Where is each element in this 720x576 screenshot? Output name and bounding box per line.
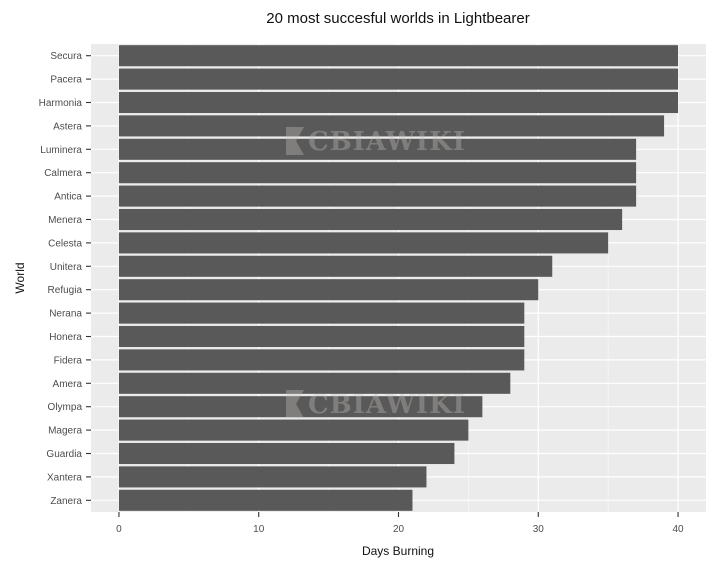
bar-nerana [118, 302, 525, 324]
y-tick-label: Menera [48, 215, 82, 226]
bar-unitera [118, 255, 553, 277]
bar-honera [118, 325, 525, 348]
y-tick-label: Amera [53, 379, 83, 390]
bar-guardia [118, 442, 455, 465]
x-tick-label: 10 [253, 524, 265, 535]
bar-zanera [118, 489, 413, 511]
bars [118, 45, 679, 511]
x-axis-title: Days Burning [361, 544, 435, 558]
y-tick-label: Guardia [46, 449, 82, 460]
y-tick-label: Unitera [50, 262, 83, 273]
y-tick-label: Olympa [48, 402, 83, 413]
bar-pacera [118, 68, 679, 90]
bar-menera [118, 208, 623, 231]
y-tick-label: Harmonia [39, 98, 83, 109]
y-tick-label: Calmera [44, 168, 82, 179]
bar-amera [118, 372, 511, 394]
y-tick-label: Zanera [50, 496, 82, 507]
y-tick-label: Astera [53, 121, 82, 132]
watermark-shield-icon [286, 127, 304, 155]
y-tick-label: Pacera [50, 75, 82, 86]
y-tick-label: Antica [54, 192, 82, 203]
bar-xantera [118, 466, 427, 488]
y-tick-label: Fidera [54, 355, 83, 366]
y-tick-label: Secura [50, 51, 82, 62]
bar-fidera [118, 349, 525, 371]
watermark-shield-icon [286, 390, 304, 418]
watermark-logo: CBIAWIKI [286, 127, 466, 157]
watermark: CBIAWIKI CBIAWIKI [286, 127, 466, 420]
bar-secura [118, 45, 679, 67]
axes: Secura Pacera Harmonia Astera Luminera Calmer… [39, 51, 684, 535]
y-tick-label: Luminera [40, 145, 82, 156]
y-tick-label: Xantera [47, 472, 82, 483]
bar-celesta [118, 232, 609, 254]
watermark-text: CBIAWIKI [308, 390, 466, 420]
bar-luminera [118, 138, 637, 160]
bar-magera [118, 419, 469, 441]
bar-harmonia [118, 91, 679, 114]
y-tick-label: Nerana [49, 309, 82, 320]
watermark-text: CBIAWIKI [308, 127, 466, 157]
x-tick-label: 0 [116, 524, 122, 535]
bar-antica [118, 185, 637, 207]
x-tick-label: 20 [393, 524, 405, 535]
watermark-logo: CBIAWIKI [286, 390, 466, 420]
x-tick-label: 30 [533, 524, 545, 535]
bar-olympa [118, 396, 483, 418]
bar-calmera [118, 162, 637, 184]
bar-astera [118, 115, 665, 137]
y-tick-label: Magera [48, 426, 82, 437]
y-tick-label: Refugia [48, 285, 83, 296]
chart-title: 20 most succesful worlds in Lightbearer [266, 10, 530, 27]
bar-refugia [118, 279, 539, 301]
y-tick-label: Celesta [48, 238, 82, 249]
x-tick-label: 40 [672, 524, 684, 535]
y-tick-label: Honera [49, 332, 82, 343]
